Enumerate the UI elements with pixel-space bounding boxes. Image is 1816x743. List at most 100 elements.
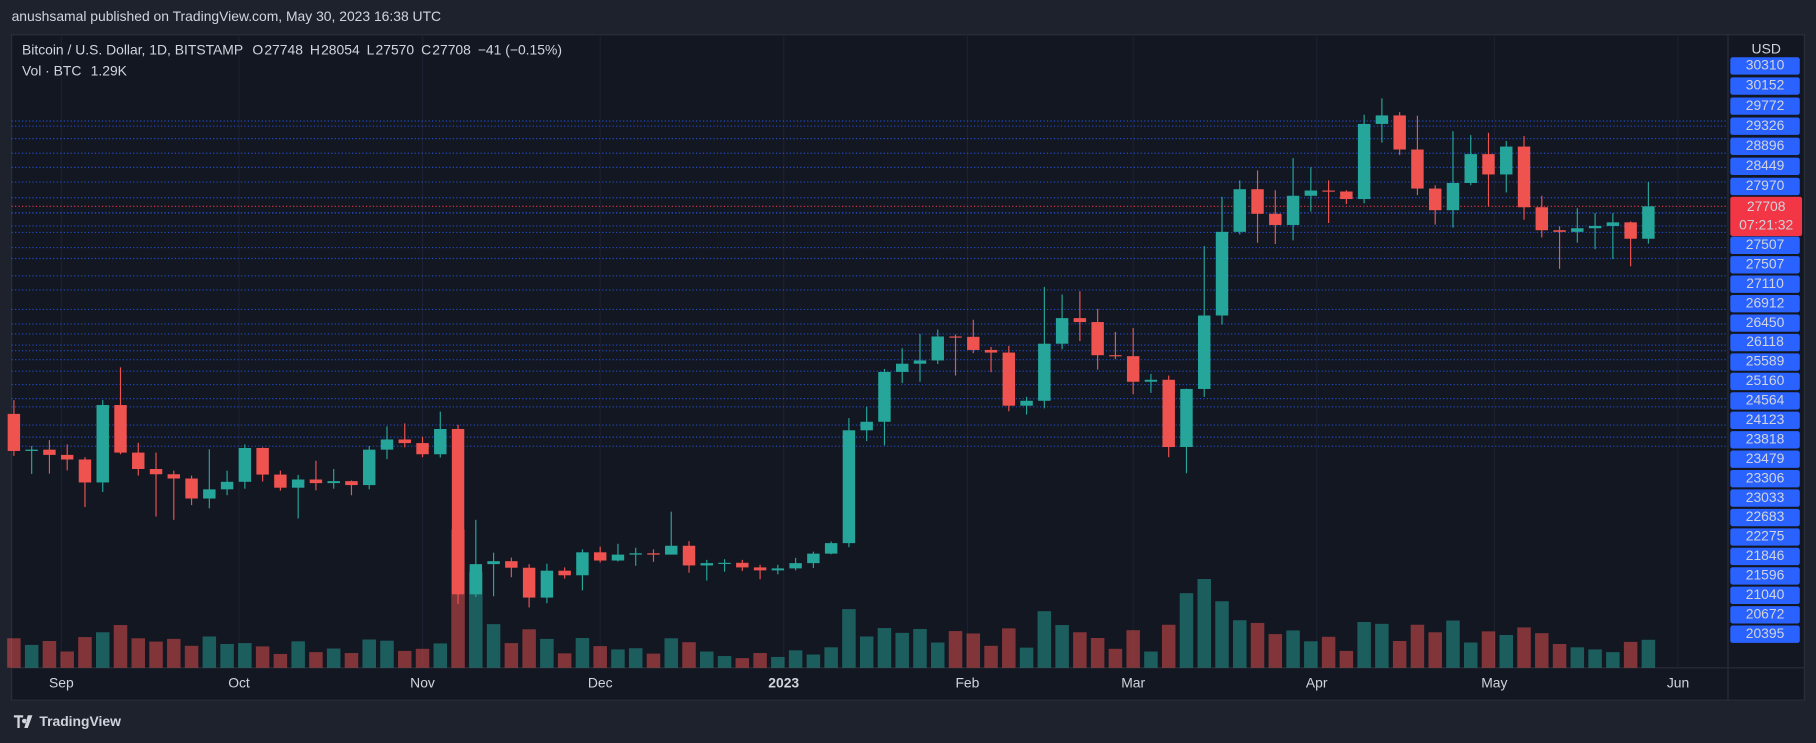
volume-bar (202, 636, 217, 668)
x-tick-label: Dec (588, 675, 613, 691)
volume-bar (1570, 647, 1585, 668)
volume-bar (344, 653, 359, 668)
candle-body (593, 552, 607, 561)
price-line-label: 26912 (1746, 294, 1785, 310)
price-line-label: 29326 (1746, 117, 1785, 133)
price-line-label: 24123 (1746, 411, 1785, 427)
legend-low: 27570 (376, 42, 415, 58)
candle-body (167, 474, 181, 479)
x-tick-label: Apr (1306, 675, 1328, 691)
currency-label: USD (1752, 40, 1781, 56)
volume-bar (930, 642, 945, 668)
volume-bar (131, 638, 146, 668)
candle-body (1180, 388, 1193, 448)
candle-body (60, 454, 74, 460)
candle-body (807, 553, 820, 564)
volume-bar (7, 638, 21, 668)
candle-body (647, 553, 660, 555)
volume-bar (1552, 644, 1567, 668)
volume-bar (1623, 641, 1638, 668)
volume-bar (1090, 637, 1105, 668)
volume-bar (95, 632, 110, 668)
price-line-label: 30152 (1746, 77, 1785, 93)
volume-bar (859, 636, 874, 668)
price-line-tag (1730, 625, 1800, 643)
candle-body (25, 449, 38, 451)
legend-label: C (421, 42, 431, 58)
price-line-label: 26450 (1746, 314, 1785, 330)
candle-body (1642, 206, 1655, 239)
volume-value: 1.29K (91, 62, 128, 78)
price-line-tag (1730, 606, 1800, 624)
candle-body (1215, 231, 1229, 316)
volume-bar (1161, 624, 1176, 668)
x-tick-label: Oct (228, 675, 250, 691)
candle-body (1464, 154, 1477, 183)
candle-body (842, 430, 856, 544)
price-line-tag (1730, 77, 1800, 95)
candle-body (913, 360, 927, 364)
candle-body (1073, 318, 1087, 323)
candle-body (1091, 322, 1104, 356)
volume-bar (1268, 634, 1283, 668)
candle-body (1588, 225, 1602, 229)
candle-body (1126, 356, 1140, 382)
volume-layer (7, 529, 1656, 668)
volume-bar (646, 653, 661, 668)
volume-bar (1179, 593, 1194, 668)
volume-bar (1197, 579, 1211, 668)
candle-body (878, 371, 891, 422)
candle-body (665, 545, 678, 555)
volume-bar (415, 648, 430, 668)
candle-body (1500, 146, 1513, 175)
volume-bar (664, 638, 678, 668)
candle-body (1517, 146, 1531, 208)
candle-body (789, 563, 802, 569)
volume-bar (1055, 625, 1069, 668)
price-line-label: 21040 (1746, 586, 1785, 602)
price-line-label: 24564 (1746, 392, 1785, 408)
candle-body (7, 413, 21, 451)
candle-body (1144, 379, 1158, 382)
price-line-tag (1730, 567, 1800, 585)
volume-bar (1641, 639, 1656, 668)
volume-bar (806, 654, 821, 668)
volume-bar (42, 640, 57, 668)
price-line-tag (1730, 295, 1800, 313)
volume-bar (398, 650, 412, 668)
candle-body (984, 349, 998, 353)
volume-bar (24, 644, 39, 668)
volume-bar (362, 639, 376, 668)
candle-body (1109, 355, 1122, 357)
volume-bar (1446, 620, 1460, 668)
logo-mark (13, 715, 33, 728)
candle-body (718, 562, 731, 564)
volume-bar (1517, 627, 1531, 668)
volume-bar (1233, 620, 1247, 668)
price-line-tag (1730, 469, 1800, 488)
price-line-label: 22275 (1746, 528, 1785, 544)
legend-high: 28054 (321, 42, 360, 58)
price-line-tag (1730, 586, 1800, 605)
candle-body (1606, 222, 1620, 226)
volume-bar (60, 651, 74, 668)
price-line-label: 27970 (1746, 177, 1785, 193)
candle-body (1393, 115, 1406, 150)
price-line-tag (1730, 97, 1800, 115)
candle-body (1375, 115, 1389, 124)
last-price-tag (1730, 196, 1803, 237)
volume-bar (771, 656, 785, 668)
candle-body (363, 449, 376, 486)
volume-bar (842, 609, 856, 668)
candle-body (1055, 318, 1069, 344)
price-line-label: 21596 (1746, 567, 1785, 583)
candle-body (203, 489, 216, 499)
candle-body (1162, 379, 1175, 448)
candle-body (1553, 230, 1566, 232)
candle-body (1233, 189, 1246, 232)
volume-bar (184, 645, 199, 668)
volume-bar (628, 648, 643, 668)
price-line-tag (1730, 177, 1800, 196)
